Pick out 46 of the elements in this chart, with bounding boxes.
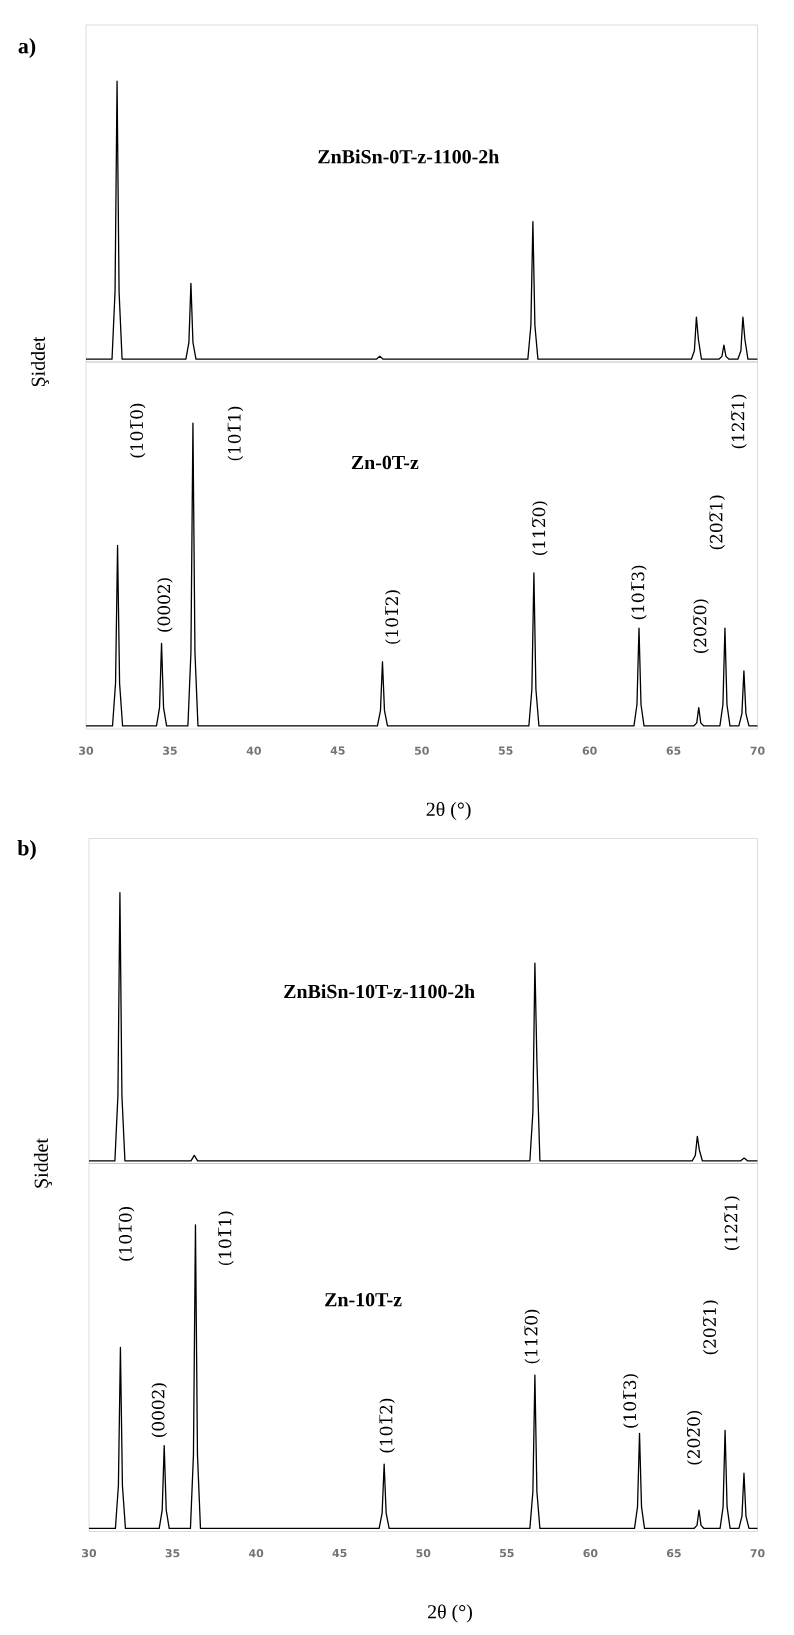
x-tick-label: 45 — [332, 1549, 347, 1558]
x-tick-label: 35 — [165, 1549, 180, 1558]
annotation: (101̅0) — [118, 1207, 135, 1261]
annotation: (202̅0) — [686, 1410, 703, 1465]
annotation: (101̅2) — [379, 1398, 395, 1453]
x-tick-label: 35 — [163, 746, 177, 755]
annotation: (101̅3) — [623, 1374, 639, 1428]
x-axis-title: 2θ (°) — [428, 1604, 472, 1623]
text: ZnBiSn-0T-z-1100-2h — [318, 149, 500, 164]
chart-title: a) — [18, 38, 36, 58]
annotation: (122̅1) — [724, 1196, 740, 1251]
annotation: (101̅1) — [218, 1211, 234, 1266]
annotation: (101̅3) — [631, 565, 647, 620]
x-tick-label: 65 — [666, 746, 681, 755]
annotation: (101̅2) — [385, 590, 401, 644]
x-tick-label: 65 — [666, 1549, 681, 1558]
chart-title: b) — [17, 840, 36, 860]
annotation: (0002) — [157, 578, 173, 632]
annotation: (112̅0) — [524, 1309, 540, 1364]
x-tick-label: 55 — [500, 1549, 514, 1558]
x-axis-title: 2θ (°) — [426, 801, 471, 821]
x-tick-label: 60 — [582, 746, 597, 755]
annotation: (122̅1) — [731, 394, 747, 449]
x-tick-label: 30 — [82, 1549, 97, 1558]
annotation: (101̅1) — [227, 406, 244, 461]
x-tick-label: 45 — [330, 746, 345, 755]
x-tick-label: 40 — [248, 1549, 264, 1558]
text: ZnBiSn-10T-z-1100-2h — [284, 984, 475, 999]
y-axis-title: Şiddet — [30, 336, 50, 387]
annotation: (202̅1) — [702, 1300, 719, 1355]
annotation: (112̅0) — [532, 501, 548, 556]
x-tick-label: 30 — [79, 746, 94, 755]
y-axis-title: Şiddet — [33, 1138, 53, 1188]
x-tick-label: 40 — [246, 746, 261, 755]
text: Zn-0T-z — [351, 455, 419, 470]
x-tick-label: 60 — [583, 1549, 598, 1558]
x-tick-label: 50 — [414, 746, 429, 755]
x-tick-label: 70 — [750, 746, 765, 755]
text: Zn-10T-z — [325, 1292, 402, 1307]
annotation: (202̅0) — [693, 599, 709, 654]
x-tick-label: 55 — [498, 746, 513, 755]
annotation: (0002) — [151, 1383, 167, 1437]
x-tick-label: 50 — [416, 1549, 431, 1558]
annotation: (202̅1) — [709, 495, 725, 550]
annotation: (101̅0) — [129, 403, 146, 458]
x-tick-label: 70 — [750, 1549, 765, 1558]
